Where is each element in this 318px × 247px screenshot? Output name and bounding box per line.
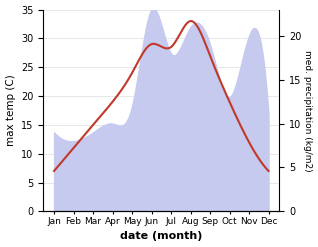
X-axis label: date (month): date (month) [120,231,203,242]
Y-axis label: med. precipitation (kg/m2): med. precipitation (kg/m2) [303,50,313,171]
Y-axis label: max temp (C): max temp (C) [5,75,16,146]
